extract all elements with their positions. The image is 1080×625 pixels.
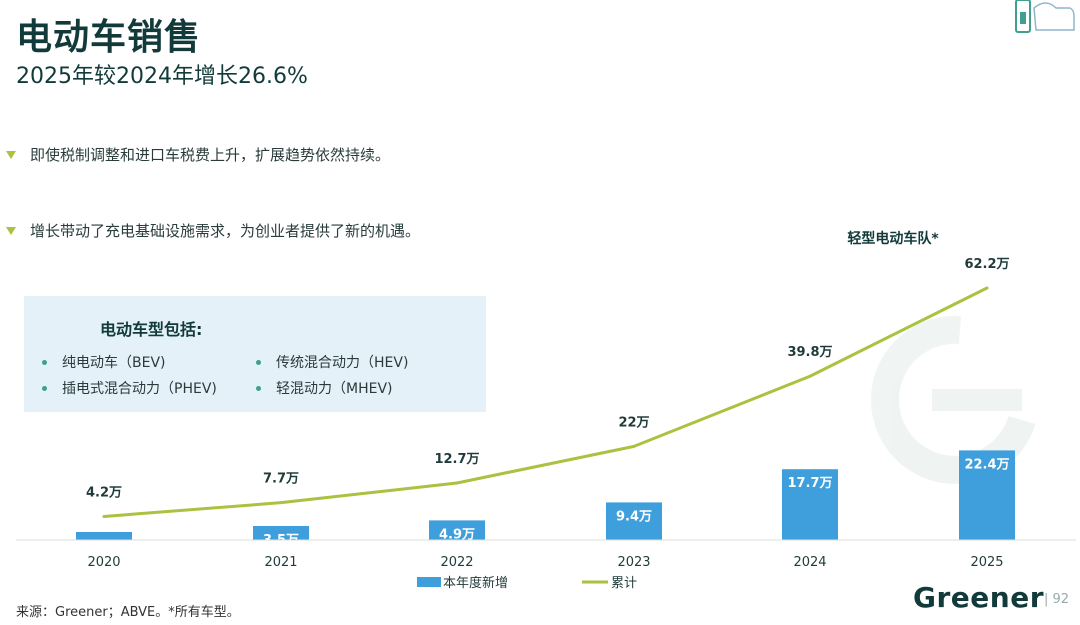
line-point-2023 [632,444,636,448]
greener-logo: Greener [913,581,1045,614]
legend-bar-label: 本年度新增 [443,575,508,591]
page-title: 电动车销售 [16,17,202,58]
bar-label-2022: 4.9万 [439,527,475,542]
line-point-2025 [985,286,989,290]
bar-new-2023 [606,502,662,540]
bar-new-2025 [959,450,1015,540]
vehicle-type-label: 传统混合动力（HEV) [276,355,409,371]
line-label-2024: 39.8万 [787,345,832,360]
bar-label-2025: 22.4万 [964,457,1009,472]
triangle-bullet-icon [6,150,16,159]
bar-new-2021 [253,526,309,540]
line-label-2025: 62.2万 [964,257,1009,272]
bullet-item: 增长带动了充电基础设施需求，为创业者提供了新的机遇。 [6,220,420,241]
x-tick-2022: 2022 [440,555,473,570]
x-tick-2023: 2023 [617,555,650,570]
line-point-2021 [279,501,283,505]
vehicle-type-item: 纯电动车（BEV) [42,352,166,372]
line-point-2020 [102,514,106,518]
bar-new-2022 [429,520,485,540]
line-point-2022 [455,481,459,485]
page-number: | 92 [1044,592,1070,607]
line-label-2023: 22万 [618,415,649,430]
x-tick-2025: 2025 [970,555,1003,570]
page-number-value: 92 [1052,592,1070,607]
bar-label-2020: 2万 [93,539,115,554]
triangle-bullet-icon [6,226,16,235]
vehicle-type-item: 轻混动力（MHEV) [256,378,393,398]
line-label-2020: 4.2万 [86,485,122,500]
legend-line-label: 累计 [611,576,637,591]
x-tick-2020: 2020 [87,555,120,570]
vehicle-type-label: 轻混动力（MHEV) [276,381,393,397]
legend-bar-swatch [417,577,441,587]
chart-title: 轻型电动车队* [847,230,939,247]
bullet-dot-icon [256,359,261,365]
vehicle-type-item: 传统混合动力（HEV) [256,352,408,372]
bar-label-2023: 9.4万 [616,509,652,524]
line-label-2022: 12.7万 [434,452,479,467]
page-subtitle: 2025年较2024年增长26.6% [16,64,308,89]
bullet-text: 增长带动了充电基础设施需求，为创业者提供了新的机遇。 [30,222,421,240]
vehicle-type-item: 插电式混合动力（PHEV) [42,378,217,398]
source-note: 来源：Greener；ABVE。*所有车型。 [16,605,240,620]
bar-new-2020 [76,532,132,540]
vehicle-type-label: 纯电动车（BEV) [62,355,166,371]
line-point-2024 [808,374,812,378]
greener-watermark-icon [870,315,1036,484]
vehicle-types-heading: 电动车型包括: [100,320,203,339]
vehicle-type-label: 插电式混合动力（PHEV) [62,381,217,397]
bar-new-2024 [782,469,838,540]
bullet-text: 即使税制调整和进口车税费上升，扩展趋势依然持续。 [30,146,391,164]
x-tick-2024: 2024 [793,555,826,570]
cumulative-line [103,286,988,518]
charging-station-icon [1012,0,1076,40]
bullet-dot-icon [42,359,47,365]
line-label-2021: 7.7万 [263,472,299,487]
vehicle-types-box: 电动车型包括: 纯电动车（BEV) 传统混合动力（HEV) 插电式混合动力（PH… [24,296,486,412]
bullet-dot-icon [42,385,47,391]
bar-label-2024: 17.7万 [787,476,832,491]
x-tick-2021: 2021 [264,555,297,570]
bullet-dot-icon [256,385,261,391]
bullet-item: 即使税制调整和进口车税费上升，扩展趋势依然持续。 [6,144,390,165]
